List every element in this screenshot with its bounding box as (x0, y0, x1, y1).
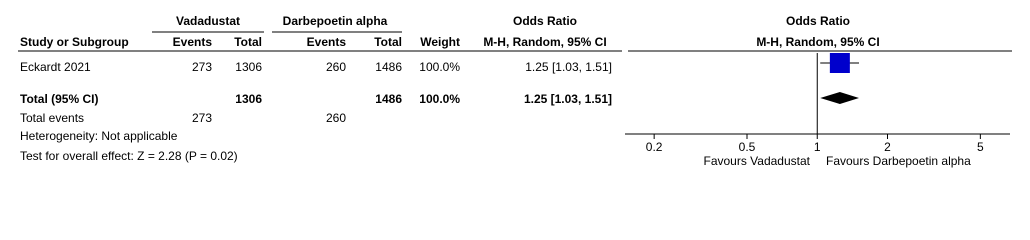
total: 1306 (235, 60, 262, 74)
favours-label: Favours Darbepoetin alpha (826, 154, 971, 168)
group-header: Odds Ratio (786, 14, 850, 28)
group-header: Darbepoetin alpha (283, 14, 388, 28)
forest-plot: Vadadustat Darbepoetin alpha Odds Ratio … (18, 14, 1012, 168)
column-header: Total (234, 35, 262, 49)
group-header: Odds Ratio (513, 14, 577, 28)
study-square (829, 53, 850, 73)
column-header: Study or Subgroup (20, 35, 129, 49)
x-tick-label: 0.2 (646, 140, 663, 154)
events: 273 (192, 60, 212, 74)
x-tick-label: 5 (977, 140, 984, 154)
total: 1306 (235, 92, 262, 106)
column-header: M-H, Random, 95% CI (756, 35, 879, 49)
note: Heterogeneity: Not applicable (20, 129, 178, 143)
total-events-label: Total events (20, 111, 84, 125)
column-header: Events (307, 35, 347, 49)
column-header: M-H, Random, 95% CI (483, 35, 606, 49)
x-tick-label: 0.5 (739, 140, 756, 154)
column-header: Events (173, 35, 213, 49)
events: 260 (326, 111, 346, 125)
weight: 100.0% (419, 60, 460, 74)
events: 260 (326, 60, 346, 74)
page: {"chart_data": { "type": "forest", "grou… (18, 14, 1012, 169)
estimate: 1.25 [1.03, 1.51] (524, 92, 612, 106)
column-header: Total (374, 35, 402, 49)
study-name: Eckardt 2021 (20, 60, 91, 74)
x-tick-label: 1 (814, 140, 821, 154)
favours-label: Favours Vadadustat (703, 154, 810, 168)
x-tick-label: 2 (884, 140, 891, 154)
events: 273 (192, 111, 212, 125)
estimate: 1.25 [1.03, 1.51] (525, 60, 612, 74)
group-header: Vadadustat (176, 14, 240, 28)
total: 1486 (375, 60, 402, 74)
total-name: Total (95% CI) (20, 92, 98, 106)
note: Test for overall effect: Z = 2.28 (P = 0… (20, 149, 238, 163)
weight: 100.0% (419, 92, 460, 106)
column-header: Weight (420, 35, 460, 49)
total-diamond (820, 92, 860, 104)
total: 1486 (375, 92, 402, 106)
